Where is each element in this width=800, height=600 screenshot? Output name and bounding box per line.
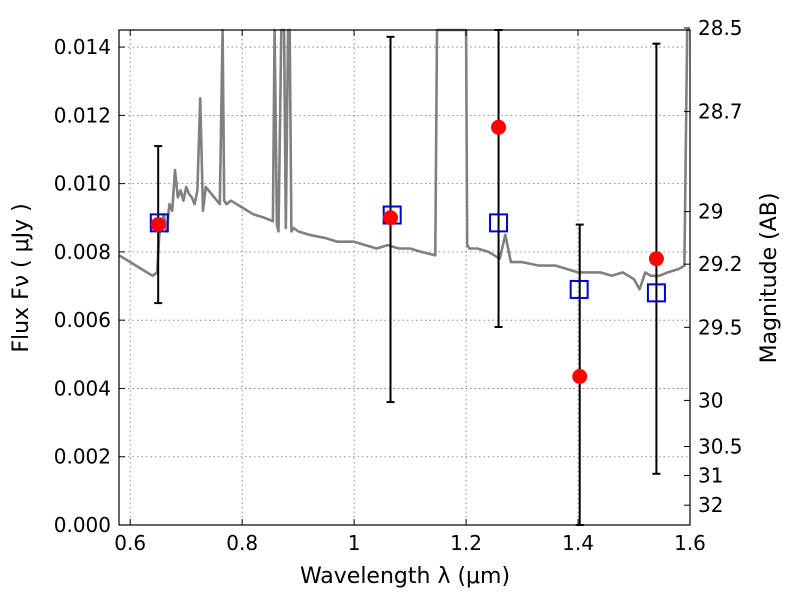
mag-tick-label: 31 [698,464,723,488]
right-axis-label: Magnitude (AB) [757,193,782,364]
observed-point [150,217,166,233]
model-photometry [149,205,666,303]
model-square [489,213,509,233]
grid [119,30,690,525]
y-tick-label: 0.004 [54,376,111,400]
model-square [569,279,589,299]
y-axis-label: Flux Fν ( μJy ) [9,203,34,352]
tick-labels: 0.6 0.8 1 1.2 1.4 1.6 0.000 0.002 0.004 0.006 0.00… [54,16,743,555]
y-tick-label: 0.014 [54,35,111,59]
y-tick-label: 0.006 [54,308,111,332]
x-tick-label: 0.8 [226,531,258,555]
mag-tick-label: 30.5 [698,434,743,458]
y-tick-label: 0.008 [54,240,111,264]
x-tick-label: 1.4 [562,531,594,555]
mag-tick-label: 28.7 [698,100,743,124]
mag-tick-label: 32 [698,493,723,517]
mag-tick-label: 28.5 [698,16,743,40]
mag-tick-label: 30 [698,388,723,412]
mag-tick-label: 29.5 [698,315,743,339]
model-square [646,283,666,303]
y-tick-label: 0.000 [54,513,111,537]
spectrum-line [118,28,690,291]
mag-tick-label: 29 [698,200,723,224]
x-tick-label: 1.6 [674,531,706,555]
x-tick-label: 1.2 [450,531,482,555]
ticks [119,27,691,526]
spectrum [118,28,690,291]
observed-point [491,119,507,135]
x-axis-label: Wavelength λ (μm) [300,564,510,589]
x-tick-label: 0.6 [114,531,146,555]
y-tick-label: 0.002 [54,445,111,469]
observed-photometry [150,119,664,384]
x-tick-label: 1 [348,531,361,555]
mag-tick-label: 29.2 [698,252,743,276]
plot-frame [118,29,691,526]
observed-point [383,210,399,226]
y-tick-label: 0.010 [54,172,111,196]
observed-point [648,251,664,267]
observed-point [572,369,588,384]
y-tick-label: 0.012 [54,103,111,127]
error-bars [154,29,661,526]
